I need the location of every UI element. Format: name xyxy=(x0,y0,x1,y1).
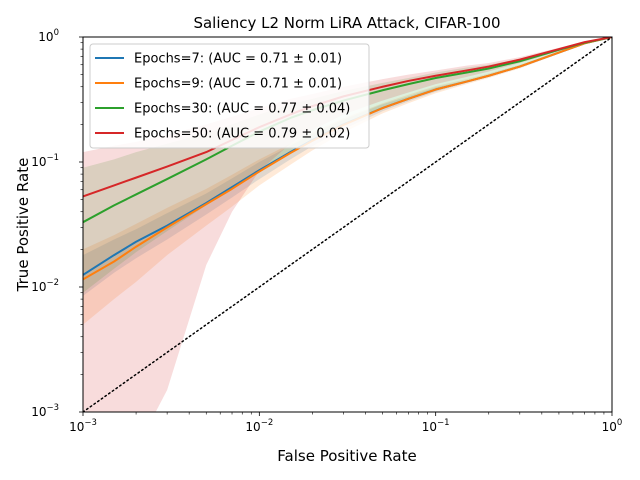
series-3-band xyxy=(83,37,612,293)
legend: Epochs=7: (AUC = 0.71 ± 0.01) Epochs=9: (… xyxy=(89,43,370,149)
y-tick-label: 10−1 xyxy=(31,153,59,169)
x-tick-label: 10−2 xyxy=(245,418,273,434)
y-tick-label: 10−2 xyxy=(31,278,59,294)
legend-label-1: Epochs=7: (AUC = 0.71 ± 0.01) xyxy=(134,52,342,67)
legend-frame xyxy=(89,43,370,149)
x-axis-label: False Positive Rate xyxy=(277,447,416,465)
y-axis-label: True Positive Rate xyxy=(14,158,32,293)
legend-label-2: Epochs=9: (AUC = 0.71 ± 0.01) xyxy=(134,77,342,92)
plot-frame xyxy=(82,36,613,413)
chart-title: Saliency L2 Norm LiRA Attack, CIFAR-100 xyxy=(193,14,500,32)
y-tick-label: 10−3 xyxy=(31,403,59,419)
x-axis-ticks: 10−3 10−2 10−1 100 xyxy=(69,412,622,434)
chance-line-group xyxy=(83,37,612,412)
y-axis-ticks: 10−3 10−2 10−1 100 xyxy=(31,28,83,419)
x-tick-label: 10−1 xyxy=(422,418,450,434)
legend-label-3: Epochs=30: (AUC = 0.77 ± 0.04) xyxy=(134,102,350,117)
x-tick-label: 10−3 xyxy=(69,418,97,434)
x-tick-label: 100 xyxy=(602,418,623,434)
chance-line xyxy=(83,37,612,412)
y-tick-label: 100 xyxy=(38,28,59,44)
legend-label-4: Epochs=50: (AUC = 0.79 ± 0.02) xyxy=(134,127,350,142)
